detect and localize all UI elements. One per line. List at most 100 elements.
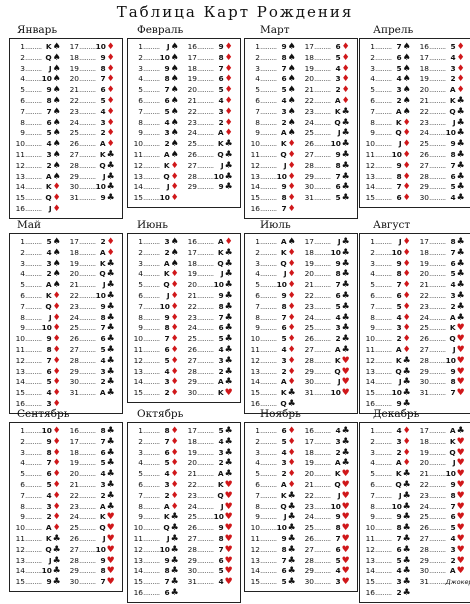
leader-dots: ......... <box>314 566 331 576</box>
day-number: 27 <box>304 344 314 354</box>
day-row: 3......... 3♠ <box>14 259 70 270</box>
leader-dots: ......... <box>314 490 331 500</box>
card-rank: 6 <box>164 344 170 354</box>
leader-dots: ......... <box>79 301 96 311</box>
day-number: 7 <box>370 301 375 311</box>
spades-suit-icon: ♠ <box>170 128 179 139</box>
leader-dots: ......... <box>143 523 160 533</box>
card-rank: 6 <box>335 182 341 192</box>
card-rank: 8 <box>218 533 224 543</box>
day-number: 10 <box>133 523 143 533</box>
clubs-suit-icon: ♣ <box>341 301 350 312</box>
day-row: 26......... A♦ <box>68 139 124 150</box>
day-number: 28 <box>419 544 429 554</box>
card-rank: A <box>280 377 287 387</box>
day-row: 11......... Q♦ <box>249 150 305 161</box>
clubs-suit-icon: ♣ <box>224 377 233 388</box>
leader-dots: ......... <box>197 533 214 543</box>
diamonds-suit-icon: ♦ <box>287 312 296 323</box>
day-number: 7 <box>370 106 375 116</box>
card-rank: 2 <box>281 469 287 479</box>
diamonds-suit-icon: ♦ <box>106 117 115 128</box>
clubs-suit-icon: ♣ <box>224 182 233 193</box>
day-row: 5......... Q♦ <box>132 280 188 291</box>
day-number: 21 <box>69 479 79 489</box>
spades-suit-icon: ♠ <box>52 42 61 52</box>
clubs-suit-icon: ♣ <box>341 182 350 193</box>
day-number: 25 <box>419 512 429 522</box>
card-rank: 6 <box>281 566 287 576</box>
day-row: 20......... 5♣ <box>418 269 470 280</box>
card-rank: 6 <box>450 171 456 181</box>
clubs-suit-icon: ♣ <box>341 323 350 334</box>
day-row: 3......... 2♦ <box>364 448 420 459</box>
day-number: 13 <box>250 555 260 565</box>
day-number: 18 <box>69 447 79 457</box>
day-row: 22......... J♥ <box>303 491 359 502</box>
card-rank: 7 <box>218 63 224 73</box>
leader-dots: ......... <box>429 447 446 457</box>
clubs-suit-icon: ♣ <box>224 323 233 334</box>
diamonds-suit-icon: ♦ <box>52 426 61 436</box>
leader-dots: ......... <box>197 512 214 522</box>
leader-dots: ......... <box>25 203 42 213</box>
day-row: 14......... 3♦ <box>132 377 188 388</box>
leader-dots: ......... <box>25 182 42 192</box>
diamonds-suit-icon: ♦ <box>402 290 411 301</box>
day-number: 4 <box>370 74 375 84</box>
day-row: 19......... A♣ <box>303 458 359 469</box>
day-row: 25......... 5♣ <box>186 334 242 345</box>
spades-suit-icon: ♠ <box>287 85 296 96</box>
day-number: 11 <box>250 533 260 543</box>
leader-dots: ......... <box>197 426 214 435</box>
leader-dots: ......... <box>79 312 96 322</box>
hearts-suit-icon: ♥ <box>341 388 350 399</box>
card-rank: 4 <box>335 312 341 322</box>
day-row: 18......... 2♣ <box>303 448 359 459</box>
day-row: 23.........10♥ <box>303 502 359 513</box>
day-number: 26 <box>419 149 429 159</box>
day-row: 25......... 6♥ <box>418 512 470 523</box>
card-rank: 4 <box>396 426 402 435</box>
leader-dots: ......... <box>429 160 446 170</box>
day-row: 27......... 5♣ <box>68 345 124 356</box>
card-rank: 6 <box>281 426 287 435</box>
day-number: 7 <box>20 106 25 116</box>
day-row: 16......... 7♦ <box>249 204 305 215</box>
day-row: 5......... 7♠ <box>132 85 188 96</box>
leader-dots: ......... <box>375 269 392 279</box>
day-number: 6 <box>20 290 25 300</box>
clubs-suit-icon: ♣ <box>287 388 296 399</box>
day-number: 4 <box>255 458 260 468</box>
clubs-suit-icon: ♣ <box>106 355 115 366</box>
hearts-suit-icon: ♥ <box>224 566 233 577</box>
day-row: 31......... 9♣ <box>68 193 124 204</box>
clubs-suit-icon: ♣ <box>456 171 465 182</box>
day-row: 14.........10♣ <box>14 566 70 577</box>
hearts-suit-icon: ♥ <box>341 355 350 366</box>
leader-dots: ......... <box>260 533 277 543</box>
day-row: 2......... 3♦ <box>364 437 420 448</box>
hearts-suit-icon: ♥ <box>341 555 350 566</box>
clubs-suit-icon: ♣ <box>224 280 233 291</box>
day-row: 1......... K♠ <box>14 42 70 53</box>
day-row: 15......... Q♦ <box>14 193 70 204</box>
day-column-left: 1......... 3♠ 2......... 2♠ 3......... A♠ 4...… <box>132 237 188 399</box>
day-row: 29......... 4♥ <box>303 566 359 577</box>
leader-dots: ......... <box>260 290 277 300</box>
day-number: 30 <box>69 377 79 387</box>
diamonds-suit-icon: ♦ <box>52 290 61 301</box>
card-rank: J <box>102 171 106 181</box>
clubs-suit-icon: ♣ <box>341 334 350 345</box>
clubs-suit-icon: ♣ <box>341 436 350 447</box>
card-rank: 6 <box>164 587 170 597</box>
day-number: 21 <box>69 280 79 290</box>
card-rank: J <box>220 269 224 279</box>
day-number: 12 <box>133 160 143 170</box>
clubs-suit-icon: ♣ <box>224 301 233 312</box>
day-number: 5 <box>255 85 260 95</box>
day-row: 9......... 9♣ <box>364 512 420 523</box>
leader-dots: ......... <box>197 366 214 376</box>
day-row: 27......... 3♣ <box>186 356 242 367</box>
card-rank: 9 <box>450 479 456 489</box>
